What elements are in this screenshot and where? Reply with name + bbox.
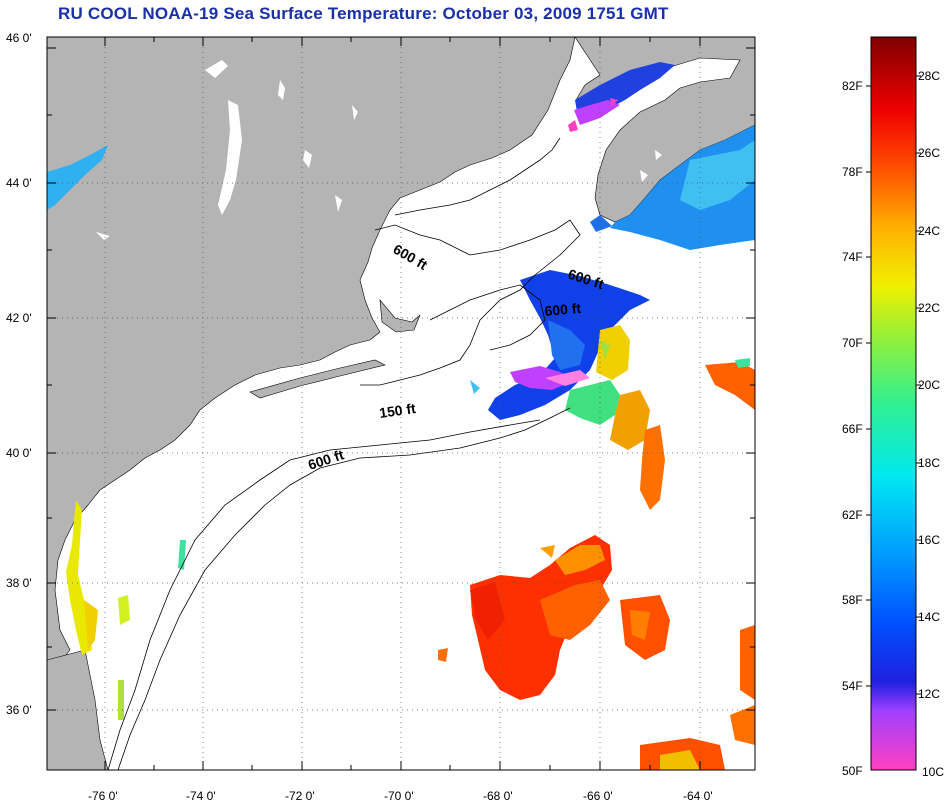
land-us <box>47 37 576 661</box>
colorbar-c-label: 10C <box>922 765 944 779</box>
colorbar-c-label: 12C <box>918 687 940 701</box>
lake-ontario-sst <box>47 145 108 210</box>
lon-label: -68 0' <box>483 789 513 803</box>
colorbar-c-label: 24C <box>918 224 940 238</box>
colorbar-c-label: 20C <box>918 378 940 392</box>
isobaths <box>107 137 581 770</box>
lat-label: 46 0' <box>6 31 32 45</box>
colorbar-f-label: 70F <box>842 336 863 350</box>
colorbar-f-label: 66F <box>842 422 863 436</box>
lon-label: -72 0' <box>285 789 315 803</box>
colorbar-c-label: 28C <box>918 69 940 83</box>
lon-label: -70 0' <box>384 789 414 803</box>
page-title: RU COOL NOAA-19 Sea Surface Temperature:… <box>58 4 669 23</box>
colorbar: 82F 78F 74F 70F 66F 62F 58F 54F 50F 28C … <box>842 36 944 779</box>
map-area <box>47 37 755 770</box>
colorbar-f-label: 58F <box>842 593 863 607</box>
tick-marks <box>47 37 755 770</box>
lakes <box>96 60 662 240</box>
lat-label: 44 0' <box>6 176 32 190</box>
lat-label: 36 0' <box>6 703 32 717</box>
contour-label: 150 ft <box>378 400 417 421</box>
land-cape-cod <box>379 299 421 333</box>
lon-label: -64 0' <box>683 789 713 803</box>
colorbar-c-label: 26C <box>918 146 940 160</box>
shelf-front-sst <box>565 380 620 425</box>
lat-label: 38 0' <box>6 576 32 590</box>
colorbar-f-label: 78F <box>842 165 863 179</box>
land-long-island <box>249 359 386 399</box>
colorbar-f-label: 74F <box>842 250 863 264</box>
colorbar-gradient <box>870 36 917 771</box>
lat-label: 42 0' <box>6 311 32 325</box>
colorbar-f-label: 82F <box>842 79 863 93</box>
colorbar-f-label: 54F <box>842 679 863 693</box>
contour-label: 600 ft <box>544 300 582 319</box>
lon-label: -76 0' <box>88 789 118 803</box>
lat-label: 40 0' <box>6 446 32 460</box>
lon-label: -74 0' <box>186 789 216 803</box>
colorbar-c-label: 14C <box>918 610 940 624</box>
colorbar-f-label: 62F <box>842 508 863 522</box>
grid <box>47 37 755 770</box>
colorbar-c-label: 22C <box>918 301 940 315</box>
colorbar-c-label: 18C <box>918 456 940 470</box>
colorbar-c-label: 16C <box>918 533 940 547</box>
colorbar-f-label: 50F <box>842 764 863 778</box>
lon-label: -66 0' <box>583 789 613 803</box>
gulf-stream-sst <box>470 535 612 700</box>
